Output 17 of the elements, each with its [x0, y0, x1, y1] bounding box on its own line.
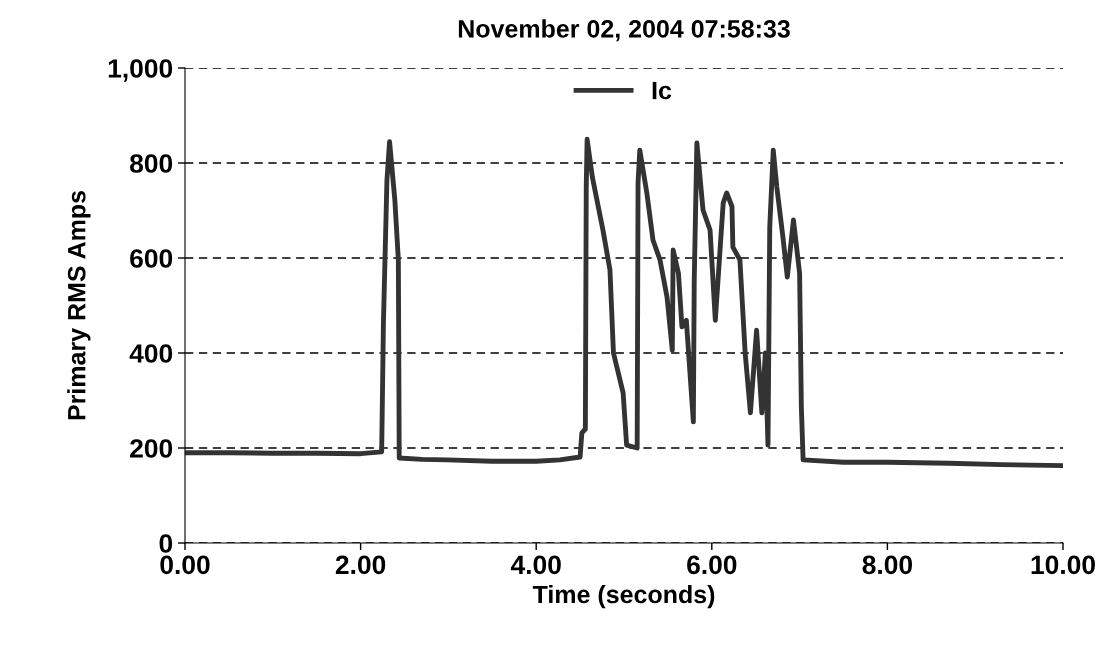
x-tick-label: 6.00: [687, 555, 737, 575]
x-tick-label: 4.00: [510, 555, 561, 575]
y-tick-label: 1,000: [108, 59, 173, 82]
y-tick-label: 0: [159, 534, 173, 553]
x-axis-title: Time (seconds): [532, 584, 715, 609]
x-tick-label: 8.00: [862, 555, 912, 575]
y-tick-label: 800: [130, 154, 173, 173]
x-tick-label: 10.00: [1031, 555, 1095, 575]
legend-label: Ic: [652, 81, 672, 100]
chart-title: November 02, 2004 07:58:33: [458, 19, 790, 42]
x-tick-label: 0.00: [160, 555, 210, 575]
x-tick-label: 2.00: [335, 555, 386, 575]
line-series: [185, 136, 1063, 468]
y-axis-title: Primary RMS Amps: [67, 190, 91, 420]
y-tick-label: 600: [130, 249, 173, 268]
y-tick-label: 200: [130, 439, 173, 458]
y-tick-label: 400: [129, 344, 173, 363]
